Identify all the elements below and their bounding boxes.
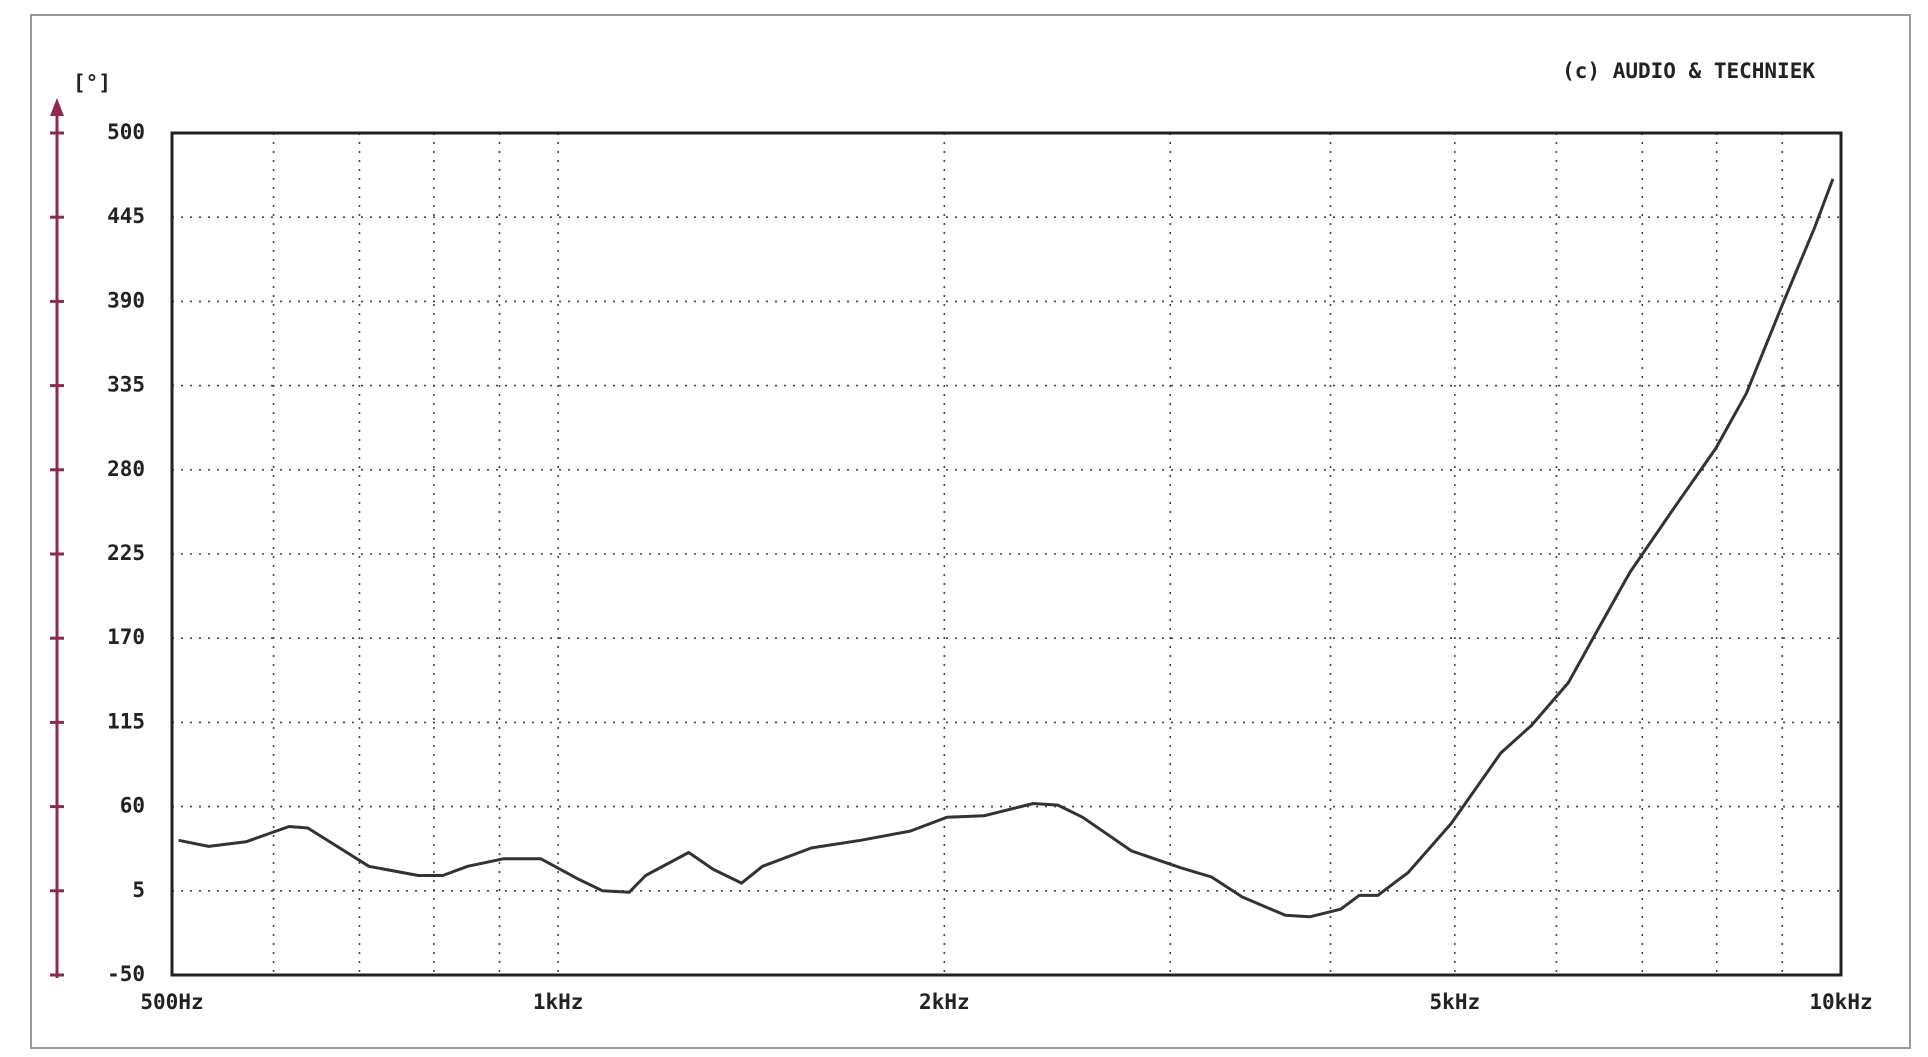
y-axis-arrow [50,98,64,116]
y-tick-label: 115 [107,709,145,733]
x-tick-label: 2kHz [919,990,970,1014]
y-tick-label: 225 [107,541,145,565]
y-tick-label: 5 [132,878,145,902]
plot-frame [170,131,1843,977]
y-tick-label: 390 [107,288,145,312]
x-tick-label: 1kHz [533,990,584,1014]
outer-frame [30,14,1911,1049]
y-tick-label: 170 [107,625,145,649]
x-tick-label: 500Hz [140,990,203,1014]
x-tick-label: 10kHz [1809,990,1872,1014]
y-axis-label: [°] [73,71,111,95]
y-tick-label: 445 [107,204,145,228]
y-tick-label: 60 [120,794,145,818]
y-tick-label: 335 [107,373,145,397]
y-tick-label: 500 [107,120,145,144]
data-line [178,178,1835,919]
y-tick-label: 280 [107,457,145,481]
x-tick-label: 5kHz [1430,990,1481,1014]
y-tick-label: -50 [107,962,145,986]
chart-title: (c) AUDIO & TECHNIEK [1562,59,1815,83]
